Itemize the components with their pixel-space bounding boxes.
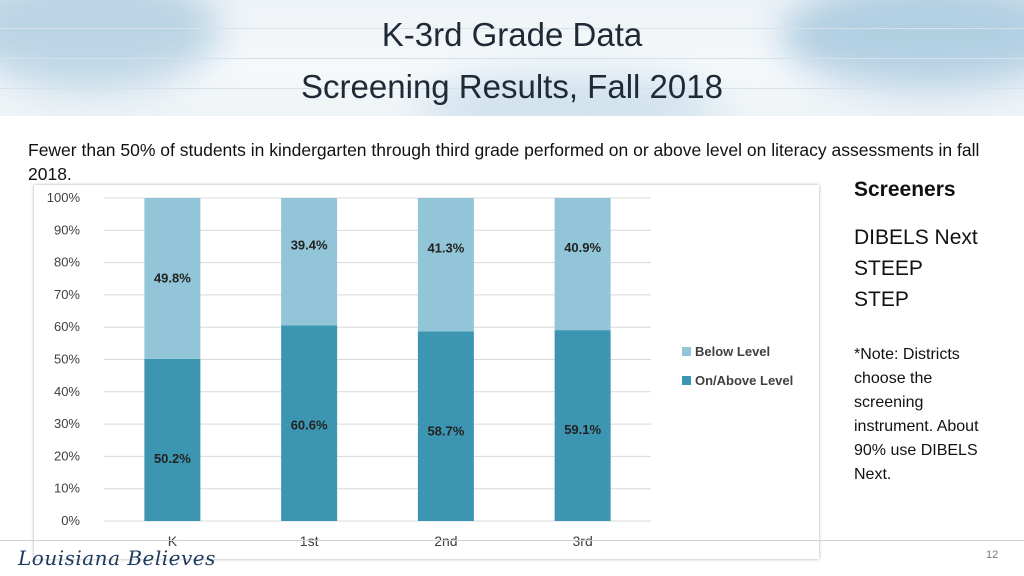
ruled-line — [0, 58, 1024, 59]
y-tick-label: 0% — [61, 513, 80, 528]
y-tick-label: 90% — [54, 222, 80, 237]
chart-panel: 0% 10% 20% 30% 40% 50% 60% 70% 80% 90% 100% 50.2% 49… — [34, 185, 819, 559]
data-label-on-above-level: 59.1% — [564, 422, 601, 437]
x-tick-label: 1st — [300, 533, 319, 549]
y-tick-label: 10% — [54, 481, 80, 496]
y-tick-label: 50% — [54, 352, 80, 367]
legend-label: On/Above Level — [695, 373, 793, 388]
ruled-line — [0, 28, 1024, 29]
bar-below-level — [417, 198, 474, 332]
bar-on-above-level — [281, 325, 338, 521]
page-number: 12 — [986, 549, 999, 561]
stacked-bar-chart: 0% 10% 20% 30% 40% 50% 60% 70% 80% 90% 100% 50.2% 49… — [47, 190, 794, 549]
note-text: *Note: Districts choose the screening in… — [854, 346, 979, 483]
bar-below-level — [144, 198, 201, 359]
bar-on-above-level — [554, 330, 611, 521]
bar-below-level — [281, 198, 338, 326]
screener-item: DIBELS Next — [854, 226, 978, 249]
x-tick-label: K — [168, 533, 178, 549]
page-title: K-3rd Grade Data — [381, 16, 643, 53]
y-tick-label: 100% — [47, 190, 81, 205]
legend-swatch — [682, 347, 691, 356]
screeners-heading: Screeners — [854, 178, 956, 201]
data-label-on-above-level: 58.7% — [427, 423, 464, 438]
intro-text: Fewer than 50% of students in kindergart… — [28, 140, 980, 184]
data-label-on-above-level: 60.6% — [291, 417, 328, 432]
data-label-below-level: 41.3% — [427, 241, 464, 256]
footer-divider — [0, 540, 1024, 541]
data-label-below-level: 39.4% — [291, 238, 328, 253]
screener-item: STEP — [854, 288, 909, 311]
x-tick-label: 2nd — [434, 533, 457, 549]
y-tick-label: 70% — [54, 287, 80, 302]
y-tick-label: 80% — [54, 255, 80, 270]
legend-swatch — [682, 376, 691, 385]
data-label-below-level: 49.8% — [154, 270, 191, 285]
x-tick-label: 3rd — [573, 533, 593, 549]
legend-label: Below Level — [695, 344, 770, 359]
y-tick-label: 30% — [54, 416, 80, 431]
bar-on-above-level — [144, 358, 201, 521]
screener-item: STEEP — [854, 257, 923, 280]
data-label-on-above-level: 50.2% — [154, 451, 191, 466]
y-tick-label: 20% — [54, 448, 80, 463]
y-tick-label: 40% — [54, 384, 80, 399]
ruled-line — [0, 88, 1024, 89]
header-banner: K-3rd Grade Data Screening Results, Fall… — [0, 0, 1024, 116]
screeners-list: DIBELS Next STEEP STEP — [854, 222, 978, 315]
y-tick-label: 60% — [54, 319, 80, 334]
bar-below-level — [554, 198, 611, 331]
bar-on-above-level — [417, 331, 474, 521]
brand-logo: Louisiana Believes — [18, 546, 216, 570]
data-label-below-level: 40.9% — [564, 240, 601, 255]
page-subtitle: Screening Results, Fall 2018 — [301, 68, 723, 105]
